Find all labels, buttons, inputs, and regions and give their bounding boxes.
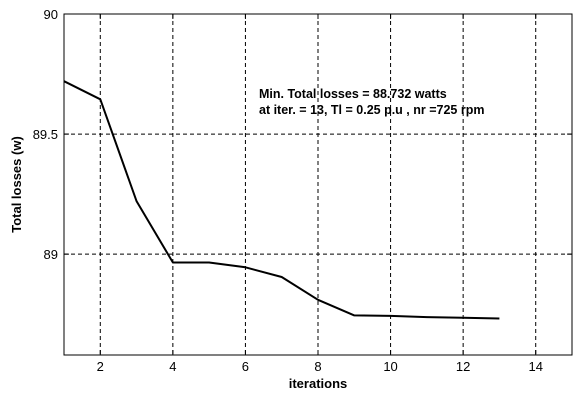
x-tick-label: 6	[242, 359, 249, 374]
annotation-line-1: Min. Total losses = 88.732 watts	[259, 87, 447, 101]
y-tick-label: 89.5	[33, 127, 58, 142]
x-tick-label: 14	[528, 359, 542, 374]
x-tick-label: 2	[97, 359, 104, 374]
x-tick-labels: 2 4 6 8 10 12 14	[97, 359, 543, 374]
grid-lines	[64, 14, 572, 355]
y-axis-label: Total losses (w)	[9, 136, 24, 233]
series-line	[63, 80, 500, 320]
y-tick-label: 90	[44, 7, 58, 22]
x-tick-label: 12	[456, 359, 470, 374]
x-tick-label: 8	[314, 359, 321, 374]
x-tick-label: 10	[383, 359, 397, 374]
x-axis-label: iterations	[289, 376, 348, 391]
tick-marks	[64, 13, 572, 355]
y-tick-label: 89	[44, 247, 58, 262]
annotation-line-2: at iter. = 13, Tl = 0.25 p.u , nr =725 r…	[259, 103, 484, 117]
y-tick-labels: 89 89.5 90	[33, 7, 58, 262]
x-tick-label: 4	[169, 359, 176, 374]
